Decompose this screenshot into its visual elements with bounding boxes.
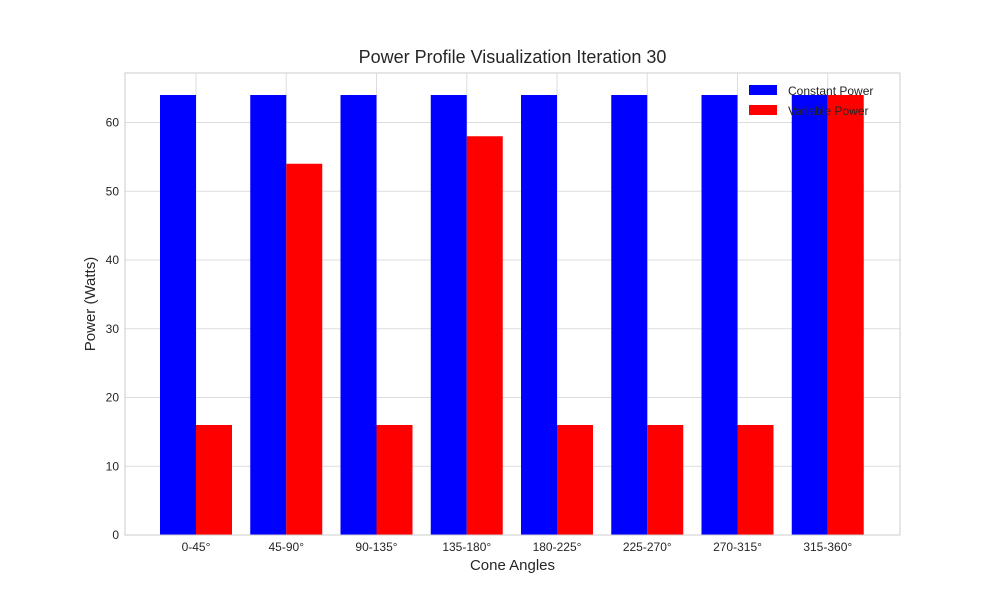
y-tick-label-2: 20 (106, 391, 120, 405)
bar-variable-power-4 (557, 425, 593, 535)
bar-constant-power-2 (340, 95, 377, 535)
legend-label-variable-power: Variable Power (788, 104, 868, 118)
y-tick-label-1: 10 (106, 459, 120, 473)
x-tick-label-4: 180-225° (533, 540, 582, 554)
bar-constant-power-7 (791, 95, 828, 535)
legend-swatch-constant-power (749, 85, 777, 95)
x-tick-label-6: 270-315° (713, 540, 762, 554)
x-tick-label-5: 225-270° (623, 540, 672, 554)
chart-legend: Constant Power Variable Power (749, 84, 873, 118)
y-axis-ticks: 0 10 20 30 40 50 60 (106, 116, 120, 543)
bar-variable-power-5 (647, 425, 684, 535)
bar-variable-power-7 (827, 95, 864, 535)
x-tick-label-0: 0-45° (182, 540, 211, 554)
legend-swatch-variable-power (749, 105, 777, 115)
bar-constant-power-4 (521, 95, 557, 535)
y-tick-label-6: 60 (106, 116, 120, 130)
y-tick-label-5: 50 (106, 184, 120, 198)
x-axis-ticks: 0-45° 45-90° 90-135° 135-180° 180-225° 225-27… (182, 540, 853, 554)
x-axis-label: Cone Angles (470, 557, 555, 574)
y-tick-label-3: 30 (106, 322, 120, 336)
bar-constant-power-6 (701, 95, 738, 535)
legend-label-constant-power: Constant Power (788, 84, 873, 98)
y-tick-label-0: 0 (112, 528, 119, 542)
y-axis-label: Power (Watts) (82, 257, 99, 351)
bar-variable-power-3 (466, 136, 503, 535)
bar-variable-power-2 (376, 425, 413, 535)
chart-title: Power Profile Visualization Iteration 30 (359, 47, 667, 67)
bar-variable-power-6 (737, 425, 774, 535)
bar-constant-power-1 (250, 95, 287, 535)
bar-constant-power-5 (611, 95, 648, 535)
y-tick-label-4: 40 (106, 253, 120, 267)
x-tick-label-2: 90-135° (355, 540, 397, 554)
bar-variable-power-0 (196, 425, 232, 535)
bar-variable-power-1 (286, 163, 323, 535)
bar-layer (160, 95, 864, 535)
bar-constant-power-3 (430, 95, 467, 535)
x-tick-label-1: 45-90° (269, 540, 305, 554)
bar-constant-power-0 (160, 95, 196, 535)
x-tick-label-3: 135-180° (442, 540, 491, 554)
plot-area-border (124, 72, 901, 536)
x-tick-label-7: 315-360° (803, 540, 852, 554)
